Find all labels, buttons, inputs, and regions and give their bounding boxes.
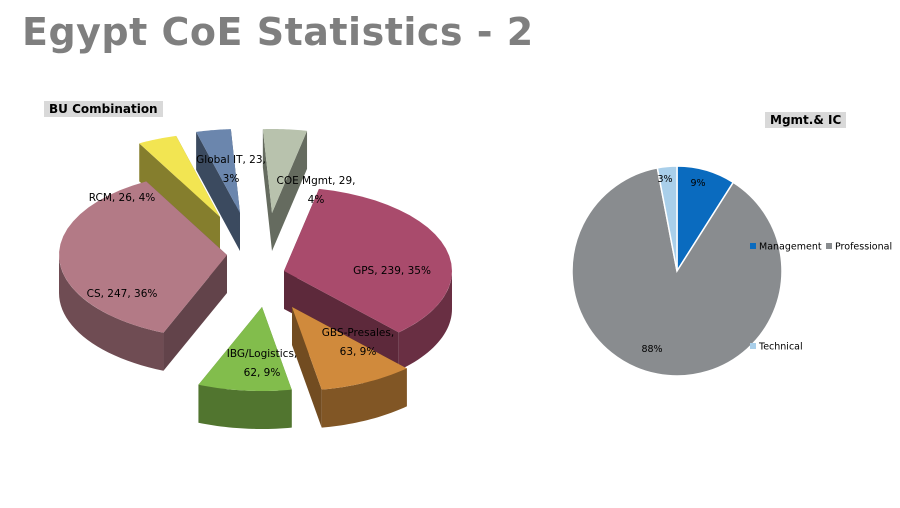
bu-slice-coe-mgmt bbox=[262, 129, 308, 251]
ic-slice-professional bbox=[571, 166, 783, 377]
mgmt-ic-legend: Management Professional Technical bbox=[750, 242, 892, 353]
bu-label-gps: GPS, 239, 35% bbox=[353, 265, 431, 277]
ic-label-professional: 88% bbox=[641, 344, 662, 355]
legend-item-technical: Technical bbox=[750, 342, 803, 353]
legend-item-professional: Professional bbox=[826, 242, 892, 253]
ic-chart-title: Mgmt.& IC bbox=[765, 112, 847, 128]
bu-slice-ibg-logistics bbox=[198, 307, 292, 429]
bu-label-coe-mgmt: COE Mgmt, 29, 4% bbox=[276, 175, 355, 206]
bu-label-global-it: Global IT, 23, 3% bbox=[196, 154, 266, 185]
page-title: Egypt CoE Statistics - 2 bbox=[22, 10, 534, 54]
bu-chart-title: BU Combination bbox=[44, 101, 163, 117]
mgmt-ic-labels: 9% 88% 3% bbox=[641, 174, 705, 355]
bu-label-gbs-presales: GBS-Presales, 63, 9% bbox=[322, 327, 394, 358]
bu-combination-labels: GPS, 239, 35% GBS-Presales, 63, 9% IBG/Logi… bbox=[87, 154, 431, 379]
ic-slice-technical bbox=[656, 165, 678, 272]
bu-slice-gps bbox=[284, 188, 452, 371]
ic-label-technical: 3% bbox=[657, 174, 672, 185]
mgmt-ic-pie bbox=[571, 165, 783, 377]
svg-text:Management: Management bbox=[759, 242, 822, 253]
bu-label-cs: CS, 247, 36% bbox=[87, 288, 158, 300]
legend-item-management: Management bbox=[750, 242, 822, 253]
ic-label-management: 9% bbox=[690, 178, 705, 189]
bu-slice-rcm bbox=[139, 135, 220, 255]
bu-combination-pie bbox=[59, 129, 452, 429]
bu-slice-global-it bbox=[196, 129, 240, 251]
bu-label-rcm: RCM, 26, 4% bbox=[89, 192, 156, 204]
bu-slice-gbs-presales bbox=[292, 307, 407, 428]
bu-label-ibg-logistics: IBG/Logistics, 62, 9% bbox=[227, 348, 298, 379]
bu-slice-cs bbox=[59, 181, 227, 371]
svg-text:Professional: Professional bbox=[835, 242, 892, 253]
svg-text:Technical: Technical bbox=[758, 342, 803, 353]
